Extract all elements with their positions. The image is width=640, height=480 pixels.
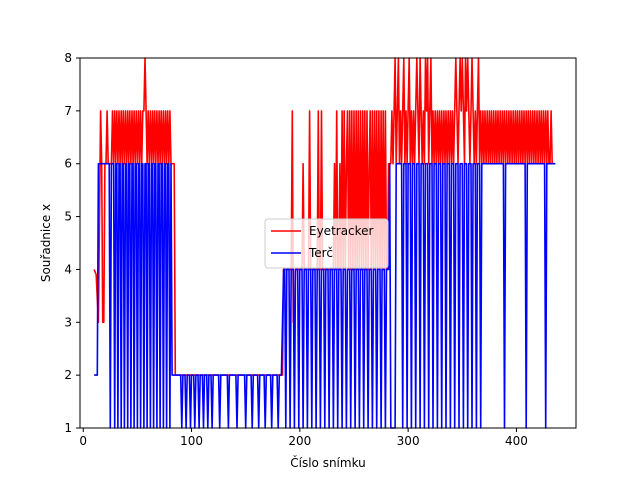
legend-label-eyetracker: Eyetracker bbox=[309, 224, 374, 238]
y-tick-label: 7 bbox=[64, 104, 72, 118]
series-line-eyetracker bbox=[93, 57, 553, 376]
x-axis: 0 100 200 300 400 bbox=[79, 428, 528, 448]
y-tick-label: 4 bbox=[64, 262, 72, 276]
y-tick-label: 8 bbox=[64, 51, 72, 65]
y-tick-label: 3 bbox=[64, 315, 72, 329]
y-tick-label: 2 bbox=[64, 368, 72, 382]
y-tick-label: 5 bbox=[64, 210, 72, 224]
x-axis-title: Číslo snímku bbox=[290, 455, 366, 470]
x-tick-label: 200 bbox=[288, 434, 311, 448]
x-tick-label: 300 bbox=[397, 434, 420, 448]
y-axis: 1 2 3 4 5 6 7 8 bbox=[64, 51, 80, 435]
legend: Eyetracker Terč bbox=[264, 218, 389, 269]
plot-frame bbox=[79, 57, 577, 429]
x-tick-label: 0 bbox=[79, 434, 87, 448]
y-tick-label: 6 bbox=[64, 157, 72, 171]
x-tick-label: 100 bbox=[180, 434, 203, 448]
y-tick-label: 1 bbox=[64, 421, 72, 435]
legend-label-terc: Terč bbox=[308, 246, 333, 260]
x-tick-label: 400 bbox=[505, 434, 528, 448]
y-axis-title: Souřadnice x bbox=[39, 204, 53, 282]
